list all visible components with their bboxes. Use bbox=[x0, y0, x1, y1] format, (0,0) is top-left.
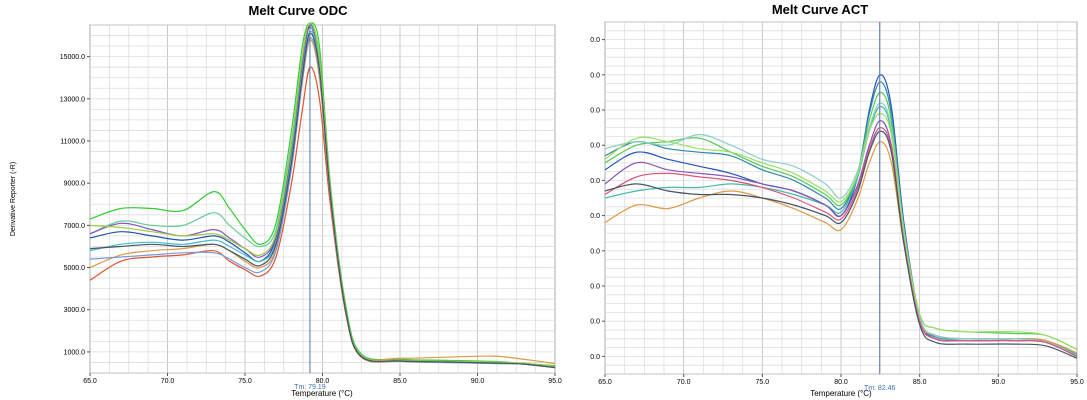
odc-chart-title: Melt Curve ODC bbox=[249, 3, 349, 18]
odc-series-line-10 bbox=[89, 32, 556, 369]
odc-series-line-1 bbox=[89, 22, 556, 367]
odc-x-tick-label: 85.0 bbox=[393, 378, 407, 385]
act-y-tick-label: 0.0 bbox=[590, 284, 600, 291]
act-series-line-10 bbox=[604, 130, 1078, 359]
act-x-tick-label: 85.0 bbox=[913, 379, 927, 386]
act-series-line-7 bbox=[604, 102, 1078, 357]
odc-y-tick-label: 1000.0 bbox=[64, 349, 86, 356]
act-y-tick-label: 0.0 bbox=[590, 37, 600, 44]
odc-y-tick-label: 13000.0 bbox=[60, 96, 85, 103]
odc-x-tick-label: 70.0 bbox=[161, 378, 175, 385]
odc-x-tick-label: 75.0 bbox=[238, 378, 252, 385]
odc-x-tick-label: 65.0 bbox=[83, 378, 97, 385]
act-y-ticks: 0.0 0.0 0.0 0.0 0.0 0.0 0.0 0.0 0.0 0.0 bbox=[590, 37, 605, 361]
odc-y-tick-label: 15000.0 bbox=[60, 54, 85, 61]
odc-x-tick-label: 95.0 bbox=[548, 378, 562, 385]
act-y-tick-label: 0.0 bbox=[590, 248, 600, 255]
act-x-ticks: 65.0 70.0 75.0 80.0 85.0 90.0 95.0 bbox=[598, 374, 1084, 386]
odc-series-group bbox=[89, 22, 556, 369]
odc-y-ticks: 1000.0 3000.0 5000.0 7000.0 9000.0 11000.0 130… bbox=[60, 54, 90, 356]
act-x-tick-label: 80.0 bbox=[834, 379, 848, 386]
odc-x-ticks: 65.0 70.0 75.0 80.0 85.0 90.0 95.0 bbox=[83, 373, 562, 385]
odc-x-tick-label: 90.0 bbox=[471, 378, 485, 385]
act-y-tick-label: 0.0 bbox=[590, 319, 600, 326]
act-y-tick-label: 0.0 bbox=[590, 72, 600, 79]
odc-x-tick-label: 80.0 bbox=[316, 378, 330, 385]
act-y-tick-label: 0.0 bbox=[590, 354, 600, 361]
odc-y-tick-label: 7000.0 bbox=[64, 223, 86, 230]
act-y-tick-label: 0.0 bbox=[590, 178, 600, 185]
act-x-axis-label: Temperature (°C) bbox=[810, 389, 872, 398]
act-y-tick-label: 0.0 bbox=[590, 143, 600, 150]
act-x-tick-label: 70.0 bbox=[677, 379, 691, 386]
act-x-tick-label: 95.0 bbox=[1070, 379, 1084, 386]
odc-melt-curve-chart: Melt Curve ODC 1000.0 3000.0 5000.0 7000.0 9… bbox=[10, 3, 562, 398]
act-x-tick-label: 65.0 bbox=[598, 379, 612, 386]
act-series-line-8 bbox=[604, 127, 1078, 357]
odc-grid bbox=[89, 24, 556, 374]
act-x-tick-label: 90.0 bbox=[992, 379, 1006, 386]
act-grid bbox=[604, 21, 1078, 375]
odc-y-tick-label: 9000.0 bbox=[64, 181, 86, 188]
act-chart-panel: Melt Curve ACT 0.0 0.0 0.0 0.0 0.0 0.0 0.0 0.0 0… bbox=[565, 0, 1087, 400]
odc-y-tick-label: 5000.0 bbox=[64, 265, 86, 272]
act-tm-label: Tm: 82.46 bbox=[864, 385, 896, 392]
act-y-tick-label: 0.0 bbox=[590, 108, 600, 115]
act-series-line-9 bbox=[604, 112, 1078, 350]
act-y-tick-label: 0.0 bbox=[590, 213, 600, 220]
act-melt-curve-chart: Melt Curve ACT 0.00.00.00.00.00.00.00.00… bbox=[590, 2, 1084, 398]
odc-tm-label: Tm: 79.19 bbox=[294, 384, 326, 391]
act-series-group bbox=[604, 74, 1078, 359]
odc-y-axis-label: Derivative Reporter (-R) bbox=[10, 162, 17, 236]
odc-chart-panel: Melt Curve ODC 1000.0 3000.0 5000.0 7000.0 9… bbox=[10, 3, 562, 398]
odc-series-line-9 bbox=[89, 22, 556, 367]
odc-y-tick-label: 3000.0 bbox=[64, 307, 86, 314]
act-chart-title: Melt Curve ACT bbox=[772, 2, 868, 17]
odc-y-tick-label: 11000.0 bbox=[60, 139, 85, 146]
odc-x-axis-label: Temperature (°C) bbox=[291, 389, 353, 398]
act-x-tick-label: 75.0 bbox=[756, 379, 770, 386]
